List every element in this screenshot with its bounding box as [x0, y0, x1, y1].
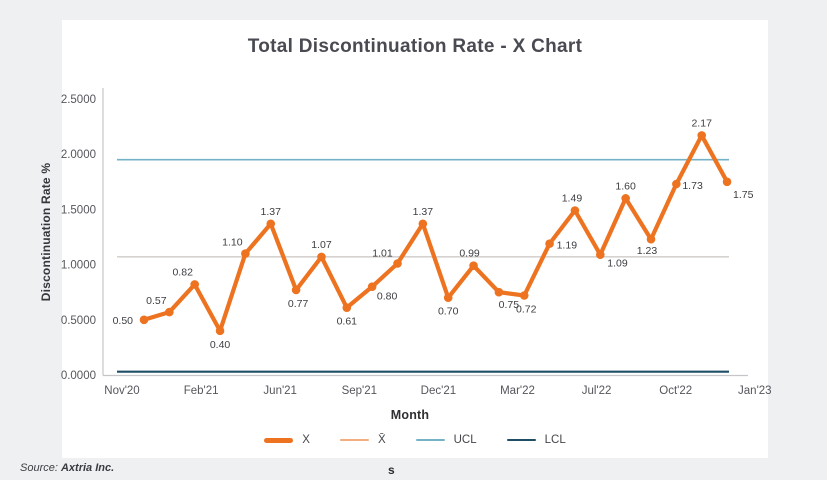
data-point-marker — [342, 303, 352, 312]
data-point-marker — [596, 250, 605, 259]
y-tick-label: 2.5000 — [61, 94, 96, 106]
x-tick-label: Jun'21 — [263, 385, 297, 397]
data-point-label: 0.80 — [377, 291, 398, 303]
data-point-marker — [317, 252, 326, 262]
data-point-label: 1.60 — [615, 180, 636, 192]
ucl-series-swatch — [415, 439, 445, 441]
x-axis-title: Month — [390, 408, 430, 422]
chart-legend: X X̄ UCL LCL — [62, 431, 768, 449]
data-point-label: 0.77 — [288, 298, 309, 310]
x-series-swatch — [264, 437, 294, 443]
data-point-label: 1.10 — [222, 237, 243, 249]
data-point-marker — [443, 293, 453, 303]
y-tick-label: 0.0000 — [61, 370, 96, 382]
x-tick-label: Jul'22 — [582, 385, 612, 397]
y-tick-label: 1.0000 — [61, 260, 96, 272]
data-point-marker — [266, 219, 276, 229]
data-point-marker — [241, 249, 250, 258]
legend-item-ucl: UCL — [415, 434, 477, 446]
legend-label-ucl: UCL — [453, 434, 477, 446]
data-point-marker — [165, 307, 174, 317]
source-attribution: Source: Axtria Inc. — [20, 462, 114, 474]
data-point-label: 0.50 — [113, 315, 134, 327]
data-point-marker — [469, 261, 478, 271]
y-tick-label: 1.5000 — [61, 204, 96, 216]
legend-label-x: X — [302, 434, 310, 446]
data-point-marker — [367, 282, 377, 291]
legend-item-x: X — [264, 434, 310, 446]
data-point-label: 0.72 — [516, 304, 537, 316]
source-prefix: Source: — [20, 462, 58, 474]
data-point-label: 1.07 — [311, 239, 332, 251]
data-point-label: 0.75 — [499, 299, 520, 311]
data-point-label: 0.99 — [459, 248, 480, 260]
data-point-label: 1.37 — [413, 206, 434, 218]
x-tick-label: Jan'23 — [738, 385, 772, 397]
y-tick-label: 2.0000 — [61, 149, 96, 161]
data-point-label: 2.17 — [691, 117, 712, 129]
data-point-marker — [570, 206, 580, 215]
footer-stray-text: s — [388, 463, 395, 477]
x-tick-label: Oct'22 — [659, 385, 692, 397]
data-point-label: 0.57 — [146, 295, 167, 307]
x-tick-label: Mar'22 — [500, 385, 535, 397]
data-point-marker — [545, 239, 554, 248]
data-point-label: 1.75 — [733, 189, 754, 201]
xbar-series-swatch — [339, 439, 369, 441]
data-point-label: 1.37 — [261, 206, 282, 218]
x-tick-label: Sep'21 — [342, 385, 377, 397]
data-point-marker — [494, 287, 504, 297]
data-point-marker — [291, 285, 301, 295]
legend-label-lcl: LCL — [544, 434, 566, 446]
data-point-label: 0.70 — [438, 306, 459, 318]
data-point-marker — [139, 315, 149, 325]
data-point-marker — [190, 280, 199, 289]
chart-title: Total Discontinuation Rate - X Chart — [247, 36, 583, 57]
data-point-marker — [722, 177, 732, 187]
data-point-marker — [697, 131, 706, 140]
data-point-marker — [672, 179, 681, 189]
x-tick-label: Dec'21 — [421, 385, 456, 397]
data-point-label: 1.73 — [682, 180, 703, 192]
x-tick-label: Feb'21 — [184, 385, 219, 397]
x-series-line — [141, 133, 730, 333]
source-name: Axtria Inc. — [60, 462, 115, 474]
data-point-label: 1.23 — [637, 245, 658, 257]
data-point-marker — [519, 291, 529, 300]
legend-item-xbar: X̄ — [339, 434, 386, 446]
x-tick-label: Nov'20 — [104, 385, 139, 397]
data-point-label: 1.01 — [372, 247, 393, 259]
data-point-marker — [418, 219, 428, 229]
data-point-marker — [215, 326, 225, 336]
data-point-marker — [621, 194, 630, 203]
data-point-marker — [646, 234, 656, 244]
y-tick-label: 0.5000 — [61, 315, 96, 327]
data-point-label: 0.82 — [172, 266, 193, 278]
data-point-label: 1.09 — [607, 258, 628, 270]
legend-label-xbar: X̄ — [377, 434, 386, 446]
legend-item-lcl: LCL — [506, 434, 566, 446]
data-point-label: 0.40 — [210, 339, 231, 351]
lcl-series-swatch — [506, 439, 536, 441]
data-point-label: 1.19 — [557, 240, 578, 252]
data-point-marker — [393, 259, 402, 268]
data-point-label: 0.61 — [337, 316, 358, 328]
data-point-label: 1.49 — [562, 193, 583, 205]
